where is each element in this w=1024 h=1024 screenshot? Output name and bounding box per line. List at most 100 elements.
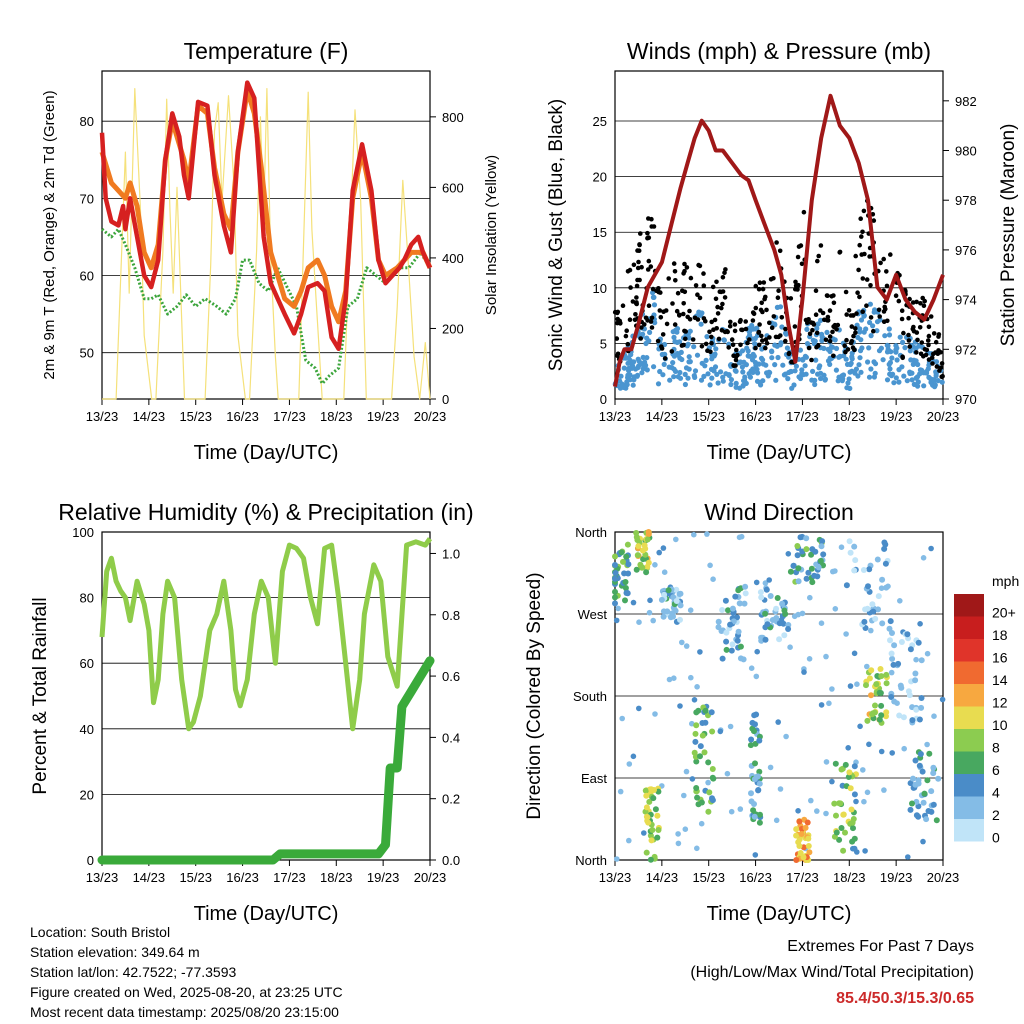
- direction-point: [912, 757, 919, 764]
- direction-point: [776, 636, 783, 643]
- direction-point: [883, 584, 890, 591]
- direction-point: [675, 831, 681, 837]
- gust-point: [926, 333, 932, 339]
- wind-point: [671, 374, 677, 380]
- wind-point: [833, 345, 840, 352]
- gust-point: [728, 319, 733, 325]
- wind-point: [659, 351, 665, 358]
- gust-point: [714, 326, 719, 331]
- direction-point: [725, 607, 731, 614]
- direction-point: [871, 709, 878, 716]
- y2-tick-label: 976: [955, 243, 977, 258]
- gust-point: [680, 288, 685, 294]
- winds-pressure-chart: Winds (mph) & Pressure (mb) Time (Day/UTC…: [546, 38, 1019, 464]
- gust-point: [864, 277, 870, 282]
- direction-point: [752, 852, 759, 858]
- gust-point: [877, 314, 882, 319]
- series-temp_2m: [99, 80, 433, 352]
- direction-point: [923, 816, 930, 823]
- direction-point: [793, 826, 800, 833]
- wind-point: [783, 331, 789, 337]
- y2-tick-label: 1.0: [442, 546, 460, 561]
- wind-point: [921, 383, 927, 389]
- wind-point: [672, 368, 679, 374]
- direction-point: [679, 639, 685, 646]
- direction-point: [795, 565, 802, 572]
- direction-point: [895, 660, 902, 667]
- x-tick-label: 13/23: [86, 409, 119, 424]
- direction-point: [888, 694, 895, 700]
- wind-point: [643, 340, 649, 347]
- direction-point: [649, 827, 656, 833]
- x-tick-label: 18/23: [320, 870, 353, 885]
- gust-point: [643, 315, 649, 321]
- wind-point: [677, 369, 683, 376]
- x-tick-label: 15/23: [179, 409, 212, 424]
- direction-point: [715, 624, 722, 631]
- gust-point: [730, 342, 736, 348]
- chart-title: Relative Humidity (%) & Precipitation (i…: [58, 499, 473, 525]
- pressure-line: [613, 93, 945, 387]
- direction-point: [693, 709, 700, 716]
- direction-point: [737, 655, 744, 662]
- wind-point: [913, 358, 919, 364]
- wind-point: [720, 374, 726, 380]
- wind-point: [708, 366, 715, 372]
- wind-point: [737, 385, 743, 391]
- wind-point: [919, 367, 925, 373]
- gust-point: [720, 301, 725, 307]
- x-tick-label: 17/23: [786, 870, 819, 885]
- direction-point: [906, 692, 913, 699]
- x-tick-label: 16/23: [226, 870, 259, 885]
- gust-point: [849, 324, 855, 329]
- gust-point: [809, 357, 814, 363]
- direction-point: [838, 544, 845, 550]
- direction-point: [753, 673, 760, 680]
- direction-point: [773, 605, 780, 612]
- direction-point: [864, 605, 871, 612]
- extremes-info: Extremes For Past 7 Days (High/Low/Max W…: [690, 934, 974, 1012]
- wind-point: [897, 334, 903, 340]
- gust-point: [792, 324, 798, 329]
- wind-point: [884, 377, 891, 383]
- wind-point: [704, 334, 710, 340]
- wind-point: [669, 365, 675, 371]
- direction-point: [808, 565, 815, 572]
- gust-point: [660, 332, 666, 337]
- direction-point: [727, 621, 734, 628]
- direction-point: [630, 599, 637, 606]
- gust-point: [753, 305, 759, 311]
- gust-point: [851, 333, 856, 339]
- wind-point: [625, 360, 631, 366]
- gust-point: [859, 234, 864, 239]
- direction-point: [612, 600, 618, 607]
- direction-point: [896, 712, 903, 719]
- wind-point: [711, 353, 717, 359]
- y-tick-label: 70: [80, 191, 94, 206]
- gust-point: [900, 355, 905, 361]
- gust-point: [793, 279, 798, 285]
- gust-point: [734, 347, 739, 353]
- gust-point: [931, 351, 936, 357]
- y-tick-label: 60: [80, 269, 94, 284]
- gust-point: [632, 317, 638, 323]
- gust-point: [635, 265, 641, 271]
- y2-tick-label: 800: [442, 110, 464, 125]
- wind-point: [825, 358, 832, 364]
- wind-point: [745, 348, 751, 354]
- direction-point: [851, 543, 858, 550]
- wind-point: [846, 376, 852, 382]
- wind-point: [644, 367, 650, 373]
- wind-point: [786, 369, 792, 376]
- direction-point: [862, 848, 868, 854]
- direction-point: [846, 538, 853, 545]
- direction-point: [812, 548, 819, 555]
- direction-point: [783, 733, 789, 740]
- y-tick-label: 15: [593, 225, 607, 240]
- x-tick-label: 13/23: [599, 409, 632, 424]
- direction-point: [767, 764, 774, 771]
- gust-point: [769, 325, 775, 331]
- wind-point: [750, 366, 756, 372]
- direction-point: [613, 617, 620, 624]
- wind-point: [893, 375, 899, 381]
